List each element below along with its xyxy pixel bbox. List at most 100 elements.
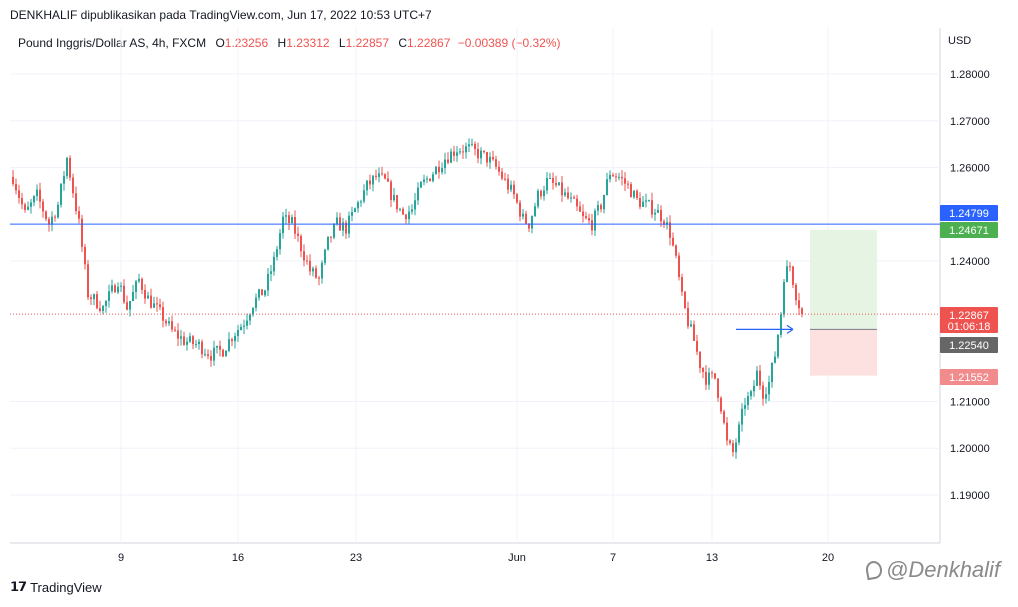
candle [396, 194, 398, 213]
candle-body [261, 289, 263, 296]
candle [507, 174, 509, 194]
candle [222, 348, 224, 358]
candle [498, 161, 500, 176]
candle-body [345, 222, 347, 234]
candle-body [186, 341, 188, 345]
candle [561, 176, 563, 202]
candle-body [96, 294, 98, 309]
candle [717, 378, 719, 402]
candle-body [78, 211, 80, 219]
candle-body [444, 159, 446, 169]
candle [687, 301, 689, 329]
candle-body [675, 245, 677, 256]
candle [387, 171, 389, 182]
candle-body [720, 397, 722, 412]
candle [105, 299, 107, 313]
candle-body [375, 175, 377, 177]
tradingview-logo[interactable]: 𝟭𝟳 TradingView [10, 579, 102, 595]
candle-body [366, 180, 368, 191]
author-watermark: @Denkhalif [864, 557, 1001, 583]
candle-body [246, 320, 248, 326]
candle [78, 206, 80, 224]
candle-body [480, 150, 482, 159]
candle [60, 183, 62, 208]
candle [741, 403, 743, 432]
candle-body [183, 336, 185, 345]
candle-body [750, 391, 752, 397]
candle-body [747, 396, 749, 406]
candle [240, 323, 242, 331]
candle-body [552, 177, 554, 183]
x-tick-label: 16 [232, 552, 244, 564]
candle-body [102, 306, 104, 312]
candle [102, 304, 104, 315]
candle [54, 214, 56, 222]
candle [186, 337, 188, 351]
candle [486, 151, 488, 167]
x-tick-label: 9 [118, 552, 124, 564]
candle [201, 339, 203, 359]
candle-body [390, 181, 392, 200]
candle [657, 203, 659, 213]
candle [315, 265, 317, 280]
candle-body [252, 307, 254, 315]
candle [756, 366, 758, 386]
symbol-name[interactable]: Pound Inggris/Dollar AS, 4h, FXCM [18, 36, 207, 50]
candle-body [570, 197, 572, 199]
candle [303, 244, 305, 267]
candle-body [219, 345, 221, 350]
candle [96, 291, 98, 310]
candle [798, 292, 800, 315]
candle [327, 236, 329, 251]
candle-body [735, 442, 737, 453]
candle-body [645, 200, 647, 202]
candle [636, 189, 638, 201]
candle [420, 180, 422, 189]
price-tag: 1.24671 [940, 222, 998, 238]
watermark-text: @Denkhalif [886, 557, 1001, 582]
candle-body [282, 216, 284, 234]
candle-body [420, 182, 422, 188]
candle-body [90, 297, 92, 300]
candle [108, 284, 110, 308]
price-tag-label: 1.21552 [949, 372, 989, 384]
candle [525, 210, 527, 225]
candle [702, 367, 704, 379]
candle-body [414, 200, 416, 210]
candle-body [762, 385, 764, 399]
candle-body [33, 195, 35, 203]
y-tick-label: 1.27000 [950, 116, 990, 128]
candle [456, 145, 458, 162]
candle [495, 155, 497, 170]
candle [477, 142, 479, 164]
candle [408, 205, 410, 225]
candle-body [489, 156, 491, 163]
candle-body [318, 277, 320, 279]
high-value: 1.23312 [286, 36, 330, 50]
price-tag-box [940, 337, 998, 353]
candle-body [354, 208, 356, 212]
candle-body [780, 314, 782, 335]
candles [12, 138, 803, 459]
candle [768, 375, 770, 402]
candle-body [498, 166, 500, 172]
candle-body [555, 182, 557, 186]
overlays [10, 223, 940, 334]
candle [669, 215, 671, 246]
candle [399, 207, 401, 212]
candle-body [687, 307, 689, 327]
candle [390, 179, 392, 208]
candle [99, 300, 101, 313]
candle-body [798, 300, 800, 309]
candle-body [201, 341, 203, 355]
candle-body [729, 440, 731, 444]
candle-body [543, 190, 545, 197]
candle-body [504, 178, 506, 180]
candle [321, 260, 323, 284]
candle [342, 218, 344, 237]
candle [612, 172, 614, 177]
candle [738, 421, 740, 446]
price-tag: 1.22540 [940, 337, 998, 353]
candle-body [441, 168, 443, 173]
